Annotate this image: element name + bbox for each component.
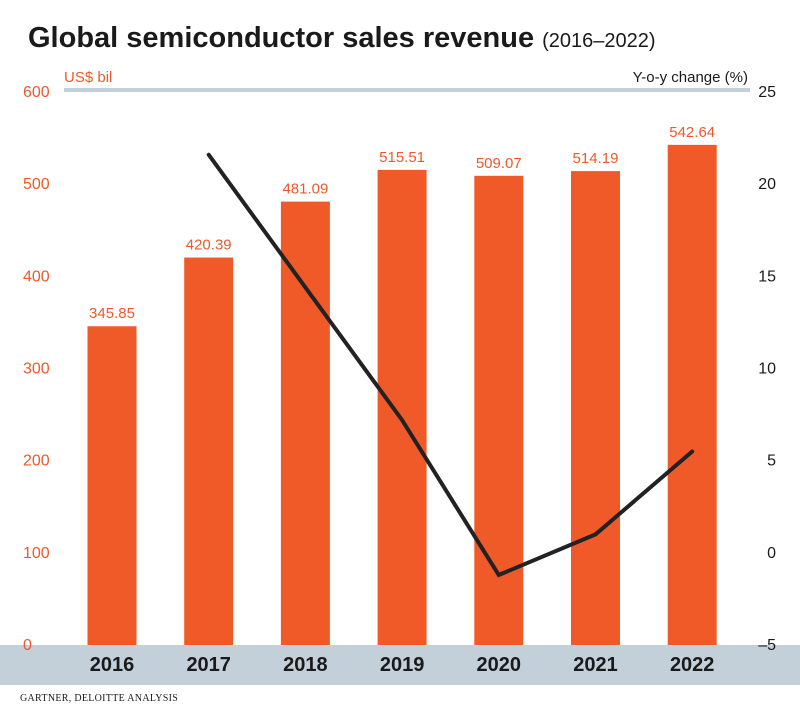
yoy-change-line xyxy=(206,152,695,578)
right-axis-tick: 15 xyxy=(758,268,776,285)
top-axis-rule xyxy=(64,88,750,92)
chart-subtitle: (2016–2022) xyxy=(542,30,655,52)
left-axis-ticks: 0 100 200 300 400 500 600 xyxy=(23,84,50,654)
bar-value-label: 514.19 xyxy=(573,150,619,167)
bar-value-label: 509.07 xyxy=(476,155,522,172)
bar-2019 xyxy=(377,169,427,645)
bar-value-label: 345.85 xyxy=(89,305,135,322)
right-axis-tick: 0 xyxy=(767,545,776,562)
chart-title-group: Global semiconductor sales revenue (2016–… xyxy=(28,22,656,54)
bar-value-label: 515.51 xyxy=(379,149,425,166)
bar-2021 xyxy=(571,171,620,646)
category-label: 2016 xyxy=(90,654,135,676)
left-axis-tick: 100 xyxy=(23,545,50,562)
right-axis-ticks: –5 0 5 10 15 20 25 xyxy=(758,84,776,654)
bar-2018 xyxy=(280,201,330,645)
category-label: 2021 xyxy=(573,654,618,676)
category-label: 2020 xyxy=(477,654,522,676)
right-axis-tick: 5 xyxy=(767,453,776,470)
bar-2022 xyxy=(667,144,717,645)
left-axis-tick: 300 xyxy=(23,361,50,378)
category-label: 2019 xyxy=(380,654,425,676)
left-axis-tick: 600 xyxy=(23,84,50,101)
right-axis-tick: 10 xyxy=(758,361,776,378)
bar-2017 xyxy=(184,257,234,645)
left-axis-tick: 200 xyxy=(23,453,50,470)
category-label: 2022 xyxy=(670,654,715,676)
left-axis-tick: 400 xyxy=(23,268,50,285)
bar-value-labels: 345.85 420.39 481.09 515.51 509.07 514.19 542.… xyxy=(89,124,715,322)
left-axis-tick: 0 xyxy=(23,637,32,654)
right-axis-tick: –5 xyxy=(758,637,776,654)
right-axis-tick: 25 xyxy=(758,84,776,101)
bar-value-label: 542.64 xyxy=(669,124,715,141)
source-note: GARTNER, DELOITTE ANALYSIS xyxy=(20,693,178,704)
category-band xyxy=(0,645,800,685)
chart-title: Global semiconductor sales revenue xyxy=(28,22,534,54)
bar-value-label: 481.09 xyxy=(282,181,328,198)
right-axis-tick: 20 xyxy=(758,176,776,193)
yoy-line-layer xyxy=(206,152,695,578)
left-axis-tick: 500 xyxy=(23,176,50,193)
category-label: 2018 xyxy=(283,654,328,676)
bars xyxy=(87,144,717,646)
bar-2016 xyxy=(87,326,137,645)
right-axis-unit: Y-o-y change (%) xyxy=(633,69,748,86)
bar-value-label: 420.39 xyxy=(186,237,232,254)
category-labels: 2016 2017 2018 2019 2020 2021 2022 xyxy=(90,654,715,676)
left-axis-unit: US$ bil xyxy=(64,69,112,86)
category-label: 2017 xyxy=(186,654,231,676)
